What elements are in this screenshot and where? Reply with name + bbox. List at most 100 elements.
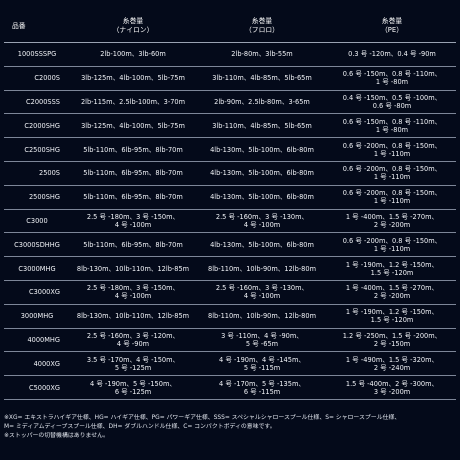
nylon-capacity-line: 2.5 号 -180m、3 号 -150m、 — [86, 212, 180, 221]
pe-capacity-line: 2 号 -240m — [373, 363, 411, 372]
nylon-capacity-cell: 2.5 号 -180m、3 号 -150m、 4 号 -100m — [70, 280, 196, 305]
fluoro-capacity-line: 3lb-110m、4lb-85m、5lb-65m — [212, 74, 312, 83]
fluoro-capacity-line: 2lb-80m、3lb-55m — [231, 50, 293, 59]
model-cell: 2500S — [4, 161, 70, 186]
pe-capacity-cell: 1 号 -400m、1.5 号 -270m、 2 号 -200m — [328, 280, 456, 305]
header-fluoro: 糸巻量 （フロロ） — [196, 10, 328, 43]
pe-capacity-cell: 0.3 号 -120m、0.4 号 -90m — [328, 42, 456, 67]
table-row: C3000SDHHG 5lb-110m、6lb-95m、8lb-70m 4lb-13… — [4, 232, 456, 258]
model-cell: C2000S — [4, 66, 70, 91]
nylon-capacity-line: 5 号 -125m — [114, 363, 152, 372]
table-row: C3000MHG 8lb-130m、10lb-110m、12lb-85m 8lb-1… — [4, 256, 456, 281]
header-nylon-main: 糸巻量 — [122, 17, 144, 25]
pe-capacity-line: 2 号 -150m — [373, 339, 411, 348]
table-row: C3000XG 2.5 号 -180m、3 号 -150m、 4 号 -100m 2.… — [4, 280, 456, 305]
nylon-capacity-line: 4 号 -100m — [114, 292, 152, 301]
fluoro-capacity-line: 3 号 -110m、4 号 -90m、 — [221, 331, 303, 340]
fluoro-capacity-line: 6 号 -115m — [243, 387, 281, 396]
nylon-capacity-line: 2lb-100m、3lb-60m — [100, 50, 166, 59]
nylon-capacity-cell: 2lb-100m、3lb-60m — [70, 42, 196, 67]
header-pe-sub: （PE） — [381, 26, 403, 34]
pe-capacity-line: 2 号 -200m — [373, 220, 411, 229]
table-row: 3000MHG 8lb-130m、10lb-110m、12lb-85m 8lb-11… — [4, 304, 456, 329]
fluoro-capacity-line: 4 号 -100m — [243, 220, 281, 229]
model-cell: 4000MHG — [4, 328, 70, 353]
pe-capacity-line: 0.6 号 -200m、0.8 号 -150m、 — [342, 189, 442, 198]
fluoro-capacity-line: 5 号 -115m — [243, 363, 281, 372]
model-cell: C2000SSS — [4, 90, 70, 115]
nylon-capacity-cell: 5lb-110m、6lb-95m、8lb-70m — [70, 185, 196, 210]
table-row: C2500SHG 5lb-110m、6lb-95m、8lb-70m 4lb-130m… — [4, 137, 456, 162]
pe-capacity-line: 1 号 -110m — [373, 197, 411, 206]
nylon-capacity-cell: 4 号 -190m、5 号 -150m、 6 号 -125m — [70, 375, 196, 400]
nylon-capacity-cell: 3.5 号 -170m、4 号 -150m、 5 号 -125m — [70, 351, 196, 377]
model-cell: C2000SHG — [4, 113, 70, 139]
table-row: 2500SHG 5lb-110m、6lb-95m、8lb-70m 4lb-130m、… — [4, 185, 456, 210]
nylon-capacity-line: 6 号 -125m — [114, 387, 152, 396]
nylon-capacity-line: 3.5 号 -170m、4 号 -150m、 — [86, 355, 180, 364]
fluoro-capacity-line: 2lb-90m、2.5lb-80m、3-65m — [214, 97, 310, 106]
nylon-capacity-cell: 8lb-130m、10lb-110m、12lb-85m — [70, 304, 196, 329]
nylon-capacity-line: 5lb-110m、6lb-95m、8lb-70m — [83, 145, 183, 154]
pe-capacity-cell: 1 号 -190m、1.2 号 -150m、 1.5 号 -120m — [328, 256, 456, 281]
nylon-capacity-cell: 5lb-110m、6lb-95m、8lb-70m — [70, 137, 196, 162]
model-cell: 3000MHG — [4, 304, 70, 329]
fluoro-capacity-line: 2.5 号 -160m、3 号 -130m、 — [215, 284, 309, 293]
nylon-capacity-cell: 3lb-125m、4lb-100m、5lb-75m — [70, 113, 196, 139]
fluoro-capacity-cell: 4lb-130m、5lb-100m、6lb-80m — [196, 161, 328, 186]
fluoro-capacity-line: 4lb-130m、5lb-100m、6lb-80m — [210, 193, 314, 202]
pe-capacity-cell: 0.6 号 -200m、0.8 号 -150m、 1 号 -110m — [328, 185, 456, 210]
fluoro-capacity-cell: 4lb-130m、5lb-100m、6lb-80m — [196, 185, 328, 210]
nylon-capacity-line: 8lb-130m、10lb-110m、12lb-85m — [76, 264, 190, 273]
footnotes: ※XG= エキストラハイギア仕様、HG= ハイギア仕様、PG= パワーギア仕様、… — [4, 414, 456, 441]
fluoro-capacity-line: 8lb-110m、10lb-90m、12lb-80m — [208, 264, 316, 273]
pe-capacity-line: 0.6 号 -150m、0.8 号 -110m、 — [342, 117, 442, 126]
fluoro-capacity-cell: 8lb-110m、10lb-90m、12lb-80m — [196, 304, 328, 329]
fluoro-capacity-cell: 3 号 -110m、4 号 -90m、 5 号 -65m — [196, 328, 328, 353]
fluoro-capacity-line: 5 号 -65m — [245, 339, 279, 348]
fluoro-capacity-line: 4lb-130m、5lb-100m、6lb-80m — [210, 145, 314, 154]
pe-capacity-line: 1 号 -190m、1.2 号 -150m、 — [345, 308, 439, 317]
nylon-capacity-line: 8lb-130m、10lb-110m、12lb-85m — [76, 312, 190, 321]
nylon-capacity-cell: 5lb-110m、6lb-95m、8lb-70m — [70, 232, 196, 258]
model-cell: C5000XG — [4, 375, 70, 400]
model-cell: C3000 — [4, 209, 70, 234]
nylon-capacity-cell: 8lb-130m、10lb-110m、12lb-85m — [70, 256, 196, 281]
fluoro-capacity-cell: 4lb-130m、5lb-100m、6lb-80m — [196, 232, 328, 258]
nylon-capacity-line: 3lb-125m、4lb-100m、5lb-75m — [81, 74, 185, 83]
header-model: 品番 — [4, 10, 70, 43]
nylon-capacity-line: 2.5 号 -180m、3 号 -150m、 — [86, 284, 180, 293]
nylon-capacity-line: 5lb-110m、6lb-95m、8lb-70m — [83, 193, 183, 202]
fluoro-capacity-cell: 2lb-90m、2.5lb-80m、3-65m — [196, 90, 328, 115]
nylon-capacity-cell: 2.5 号 -180m、3 号 -150m、 4 号 -100m — [70, 209, 196, 234]
fluoro-capacity-cell: 2lb-80m、3lb-55m — [196, 42, 328, 67]
footnote-line: M= ミディアムディープスプール仕様、DH= ダブルハンドル仕様、C= コンパク… — [4, 424, 276, 430]
pe-capacity-line: 0.4 号 -150m、0.5 号 -100m、 — [342, 93, 442, 102]
pe-capacity-line: 0.6 号 -80m — [372, 101, 412, 110]
pe-capacity-line: 1 号 -110m — [373, 149, 411, 158]
fluoro-capacity-line: 4 号 -190m、4 号 -145m、 — [219, 355, 305, 364]
pe-capacity-line: 1 号 -80m — [375, 125, 409, 134]
model-cell: C2500SHG — [4, 137, 70, 162]
pe-capacity-line: 3 号 -200m — [373, 387, 411, 396]
pe-capacity-line: 1 号 -110m — [373, 173, 411, 182]
pe-capacity-line: 1.2 号 -250m、1.5 号 -200m、 — [342, 331, 442, 340]
table-row: C2000S 3lb-125m、4lb-100m、5lb-75m 3lb-110m、… — [4, 66, 456, 91]
fluoro-capacity-line: 4 号 -170m、5 号 -135m、 — [219, 379, 305, 388]
pe-capacity-line: 1 号 -80m — [375, 78, 409, 87]
fluoro-capacity-cell: 8lb-110m、10lb-90m、12lb-80m — [196, 256, 328, 281]
table-row: C3000 2.5 号 -180m、3 号 -150m、 4 号 -100m 2.5 … — [4, 209, 456, 234]
pe-capacity-cell: 1 号 -190m、1.2 号 -150m、 1.5 号 -120m — [328, 304, 456, 329]
table-row: 2500S 5lb-110m、6lb-95m、8lb-70m 4lb-130m、5l… — [4, 161, 456, 186]
pe-capacity-line: 1 号 -110m — [373, 244, 411, 253]
model-cell: 1000SSSPG — [4, 42, 70, 67]
header-fluoro-sub: （フロロ） — [245, 26, 279, 34]
nylon-capacity-line: 4 号 -190m、5 号 -150m、 — [90, 379, 176, 388]
pe-capacity-cell: 0.6 号 -200m、0.8 号 -150m、 1 号 -110m — [328, 137, 456, 162]
nylon-capacity-cell: 2lb-115m、2.5lb-100m、3-70m — [70, 90, 196, 115]
header-nylon: 糸巻量 （ナイロン） — [70, 10, 196, 43]
pe-capacity-line: 0.6 号 -200m、0.8 号 -150m、 — [342, 236, 442, 245]
fluoro-capacity-line: 4lb-130m、5lb-100m、6lb-80m — [210, 169, 314, 178]
header-nylon-sub: （ナイロン） — [112, 26, 154, 34]
